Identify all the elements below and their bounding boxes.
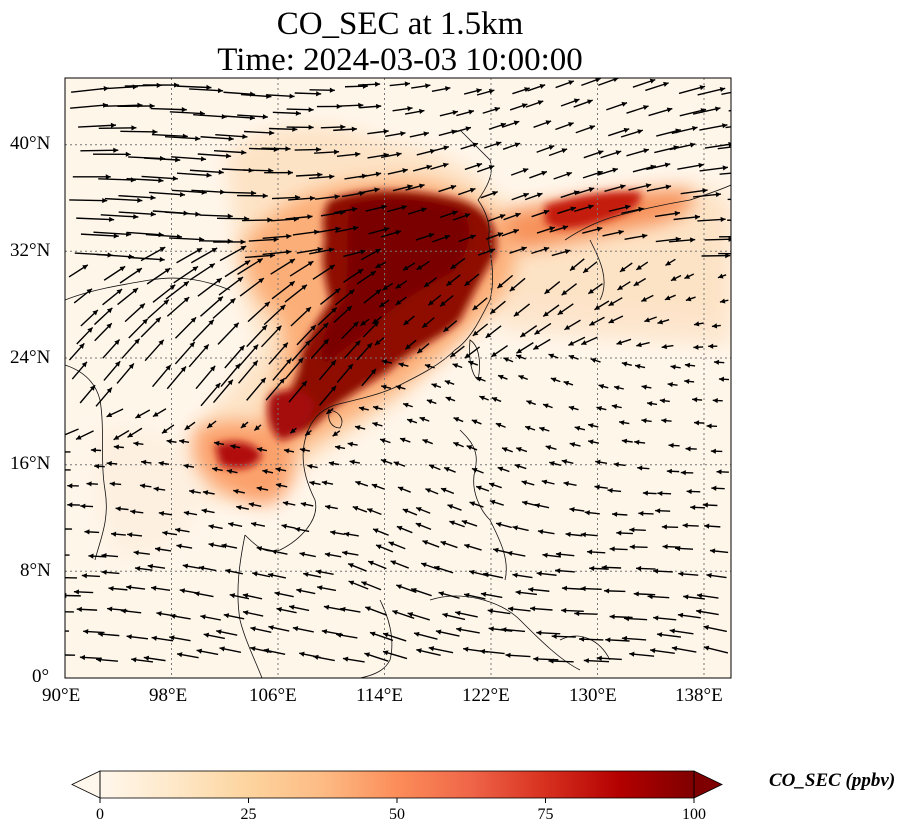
wind-arrow-shaft — [99, 128, 137, 129]
colorbar-extend-max — [694, 771, 722, 798]
colorbar-tick-label: 50 — [389, 806, 405, 824]
y-tick-label: 32°N — [10, 241, 50, 261]
wind-arrow-head — [746, 87, 751, 92]
wind-arrow-head — [744, 234, 749, 239]
x-tick-label: 98°E — [149, 686, 187, 706]
wind-arrow-shaft — [728, 198, 759, 199]
wind-arrow-head — [53, 552, 58, 557]
wind-arrow-head — [753, 196, 758, 201]
wind-arrow-head — [754, 104, 759, 109]
colorbar-gradient — [100, 771, 694, 798]
wind-arrow-shaft — [69, 200, 107, 201]
x-tick-label: 138°E — [675, 686, 723, 706]
wind-arrow-shaft — [80, 150, 118, 151]
wind-arrow-head — [742, 143, 747, 148]
x-tick-label: 122°E — [462, 686, 510, 706]
colorbar-tick-label: 25 — [241, 806, 257, 824]
x-tick-label: 114°E — [356, 686, 403, 706]
wind-arrow-head — [753, 217, 758, 222]
x-tick-label: 130°E — [569, 686, 617, 706]
y-tick-label: 24°N — [10, 348, 50, 368]
wind-arrow-head — [60, 467, 65, 472]
y-tick-label: 16°N — [10, 454, 50, 474]
wind-arrow-head — [744, 169, 749, 174]
y-tick-label: 0° — [32, 667, 49, 687]
wind-arrow-shaft — [729, 106, 759, 111]
y-tick-label: 8°N — [20, 561, 51, 581]
wind-arrow-head — [53, 609, 58, 614]
colorbar-extend-min — [72, 771, 100, 798]
wind-arrow-head — [61, 593, 66, 598]
colorbar-tick-label: 0 — [96, 806, 104, 824]
wind-arrow-head — [750, 121, 755, 126]
wind-arrow-head — [58, 526, 63, 531]
x-tick-label: 106°E — [249, 686, 297, 706]
wind-arrow-head — [48, 628, 53, 633]
wind-arrow-head — [53, 652, 58, 657]
map-figure — [0, 0, 916, 836]
wind-arrow-head — [743, 251, 748, 256]
colorbar-tick-label: 100 — [682, 806, 706, 824]
wind-arrow-shaft — [120, 131, 157, 132]
x-tick-label: 90°E — [42, 686, 80, 706]
colorbar — [72, 771, 722, 803]
y-tick-label: 40°N — [10, 134, 50, 154]
wind-arrow-head — [59, 575, 64, 580]
colorbar-tick-label: 75 — [538, 806, 554, 824]
colorbar-label: CO_SEC (ppbv) — [769, 770, 895, 792]
